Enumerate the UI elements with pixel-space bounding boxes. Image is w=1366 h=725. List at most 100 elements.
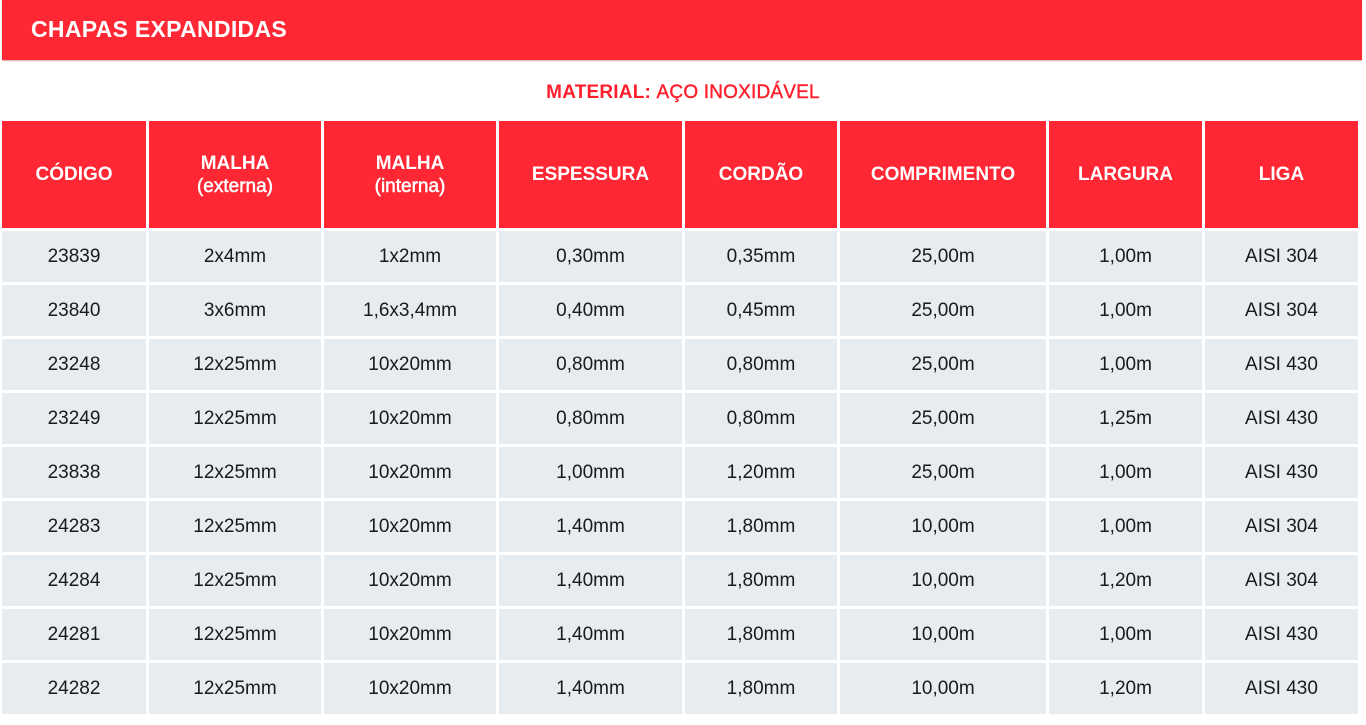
col-header-codigo: CÓDIGO [2, 121, 146, 228]
cell-liga: AISI 304 [1205, 501, 1358, 552]
cell-liga: AISI 430 [1205, 393, 1358, 444]
cell-malha-interna: 10x20mm [324, 663, 496, 714]
cell-codigo: 24283 [2, 501, 146, 552]
cell-malha-externa: 12x25mm [149, 663, 321, 714]
cell-liga: AISI 430 [1205, 663, 1358, 714]
header-row: CÓDIGO MALHA (externa) MALHA (interna) ESP… [2, 121, 1358, 228]
cell-malha-interna: 10x20mm [324, 609, 496, 660]
cell-espessura: 1,40mm [499, 555, 682, 606]
cell-malha-interna: 1x2mm [324, 231, 496, 282]
cell-largura: 1,25m [1049, 393, 1202, 444]
col-label: MALHA [200, 152, 270, 174]
cell-espessura: 1,40mm [499, 663, 682, 714]
col-label: MALHA [375, 152, 445, 174]
cell-comprimento: 10,00m [840, 501, 1046, 552]
cell-largura: 1,00m [1049, 609, 1202, 660]
cell-malha-interna: 1,6x3,4mm [324, 285, 496, 336]
cell-comprimento: 25,00m [840, 393, 1046, 444]
col-label: CÓDIGO [35, 164, 113, 185]
cell-cordao: 0,80mm [685, 339, 837, 390]
cell-codigo: 23248 [2, 339, 146, 390]
cell-liga: AISI 304 [1205, 231, 1358, 282]
col-label: COMPRIMENTO [870, 164, 1016, 185]
col-header-liga: LIGA [1205, 121, 1358, 228]
col-header-espessura: ESPESSURA [499, 121, 682, 228]
cell-espessura: 0,30mm [499, 231, 682, 282]
cell-largura: 1,20m [1049, 663, 1202, 714]
col-header-malha-externa: MALHA (externa) [149, 121, 321, 228]
cell-malha-externa: 12x25mm [149, 339, 321, 390]
cell-espessura: 0,40mm [499, 285, 682, 336]
cell-malha-externa: 12x25mm [149, 447, 321, 498]
cell-cordao: 1,80mm [685, 555, 837, 606]
cell-codigo: 23249 [2, 393, 146, 444]
cell-largura: 1,00m [1049, 339, 1202, 390]
spec-table: CÓDIGO MALHA (externa) MALHA (interna) ESP… [0, 118, 1361, 717]
cell-cordao: 1,80mm [685, 609, 837, 660]
cell-cordao: 1,80mm [685, 663, 837, 714]
table-row: 23838 12x25mm 10x20mm 1,00mm 1,20mm 25,0… [2, 447, 1358, 498]
cell-espessura: 0,80mm [499, 393, 682, 444]
cell-comprimento: 25,00m [840, 339, 1046, 390]
cell-largura: 1,20m [1049, 555, 1202, 606]
table-row: 23248 12x25mm 10x20mm 0,80mm 0,80mm 25,0… [2, 339, 1358, 390]
title-bar: CHAPAS EXPANDIDAS [2, 0, 1362, 60]
table-row: 24281 12x25mm 10x20mm 1,40mm 1,80mm 10,0… [2, 609, 1358, 660]
cell-comprimento: 25,00m [840, 231, 1046, 282]
col-sublabel: (interna) [374, 175, 446, 197]
cell-liga: AISI 430 [1205, 447, 1358, 498]
cell-largura: 1,00m [1049, 447, 1202, 498]
cell-codigo: 24281 [2, 609, 146, 660]
cell-codigo: 23838 [2, 447, 146, 498]
page-title: CHAPAS EXPANDIDAS [31, 16, 287, 42]
col-sublabel: (externa) [196, 175, 274, 197]
table-row: 23249 12x25mm 10x20mm 0,80mm 0,80mm 25,0… [2, 393, 1358, 444]
cell-liga: AISI 430 [1205, 339, 1358, 390]
col-label: LARGURA [1078, 164, 1173, 185]
col-header-cordao: CORDÃO [685, 121, 837, 228]
table-header: CÓDIGO MALHA (externa) MALHA (interna) ESP… [2, 121, 1358, 228]
table-row: 23839 2x4mm 1x2mm 0,30mm 0,35mm 25,00m 1… [2, 231, 1358, 282]
cell-malha-interna: 10x20mm [324, 393, 496, 444]
material-value: AÇO INOXIDÁVEL [656, 82, 820, 103]
cell-comprimento: 10,00m [840, 609, 1046, 660]
cell-cordao: 1,80mm [685, 501, 837, 552]
cell-comprimento: 10,00m [840, 663, 1046, 714]
cell-largura: 1,00m [1049, 231, 1202, 282]
material-subtitle: MATERIAL: AÇO INOXIDÁVEL [0, 82, 1366, 104]
cell-cordao: 0,35mm [685, 231, 837, 282]
cell-espessura: 1,40mm [499, 501, 682, 552]
table-row: 24282 12x25mm 10x20mm 1,40mm 1,80mm 10,0… [2, 663, 1358, 714]
table-row: 23840 3x6mm 1,6x3,4mm 0,40mm 0,45mm 25,0… [2, 285, 1358, 336]
cell-liga: AISI 430 [1205, 609, 1358, 660]
cell-espessura: 1,00mm [499, 447, 682, 498]
table-body: 23839 2x4mm 1x2mm 0,30mm 0,35mm 25,00m 1… [2, 231, 1358, 714]
cell-comprimento: 10,00m [840, 555, 1046, 606]
cell-liga: AISI 304 [1205, 555, 1358, 606]
cell-malha-externa: 12x25mm [149, 609, 321, 660]
col-header-malha-interna: MALHA (interna) [324, 121, 496, 228]
cell-comprimento: 25,00m [840, 447, 1046, 498]
cell-cordao: 0,80mm [685, 393, 837, 444]
cell-malha-interna: 10x20mm [324, 339, 496, 390]
cell-malha-externa: 12x25mm [149, 501, 321, 552]
cell-malha-externa: 12x25mm [149, 555, 321, 606]
table-row: 24283 12x25mm 10x20mm 1,40mm 1,80mm 10,0… [2, 501, 1358, 552]
cell-codigo: 23840 [2, 285, 146, 336]
cell-codigo: 24282 [2, 663, 146, 714]
cell-espessura: 0,80mm [499, 339, 682, 390]
col-label: CORDÃO [718, 164, 804, 185]
cell-largura: 1,00m [1049, 501, 1202, 552]
cell-malha-externa: 3x6mm [149, 285, 321, 336]
col-label: LIGA [1258, 164, 1305, 185]
cell-malha-interna: 10x20mm [324, 447, 496, 498]
cell-malha-interna: 10x20mm [324, 501, 496, 552]
cell-codigo: 24284 [2, 555, 146, 606]
cell-largura: 1,00m [1049, 285, 1202, 336]
cell-cordao: 0,45mm [685, 285, 837, 336]
cell-liga: AISI 304 [1205, 285, 1358, 336]
cell-malha-interna: 10x20mm [324, 555, 496, 606]
col-header-largura: LARGURA [1049, 121, 1202, 228]
col-label: ESPESSURA [531, 164, 650, 185]
cell-espessura: 1,40mm [499, 609, 682, 660]
